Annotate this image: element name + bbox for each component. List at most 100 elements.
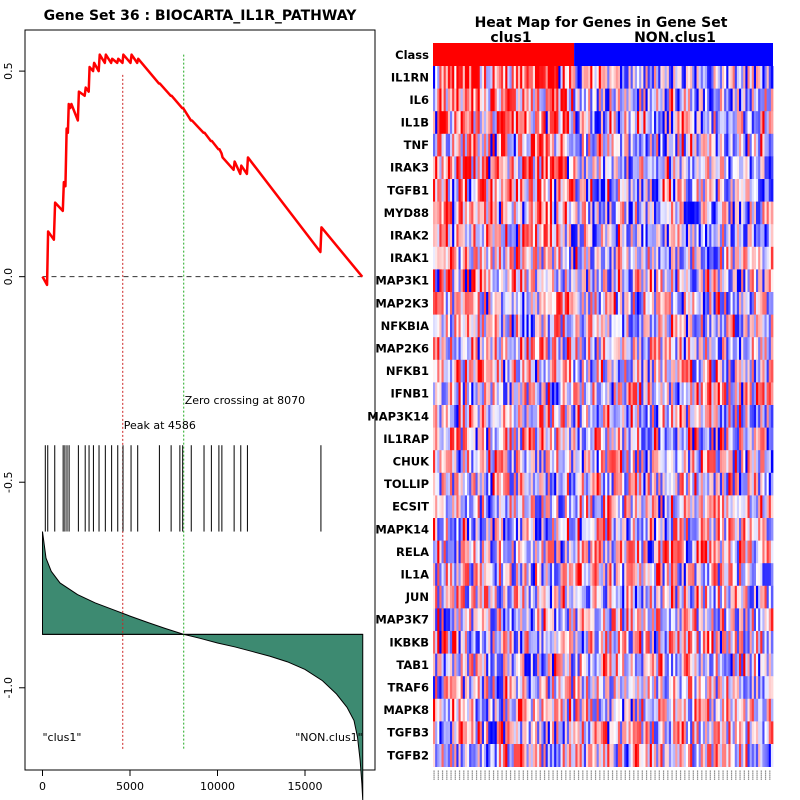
heatmap-cell [743, 585, 746, 609]
heatmap-cell [715, 540, 719, 564]
heatmap-cell [518, 292, 521, 315]
heatmap-cell [518, 653, 521, 677]
heatmap-cell [588, 337, 591, 361]
heatmap-cell [443, 653, 447, 677]
heatmap-cell [643, 269, 646, 293]
heatmap-cell [588, 744, 591, 767]
heatmap-cell [598, 721, 602, 745]
heatmap-cell [579, 472, 583, 496]
heatmap-cell [749, 540, 753, 564]
heatmap-cell [685, 676, 689, 700]
heatmap-cell [702, 246, 706, 270]
heatmap-cell [705, 585, 708, 609]
heatmap-cell [454, 133, 457, 157]
heatmap-cell [526, 314, 530, 338]
heatmap-cell [566, 88, 570, 112]
class-header-label: Class [395, 48, 429, 62]
heatmap-cell [575, 156, 578, 180]
heatmap-cell [632, 337, 636, 361]
heatmap-cell [751, 133, 755, 157]
heatmap-cell [679, 450, 683, 474]
heatmap-cell [753, 653, 757, 677]
heatmap-cell [575, 382, 578, 406]
heatmap-cell [696, 269, 700, 293]
heatmap-cell [560, 653, 564, 677]
heatmap-cell [464, 563, 468, 587]
heatmap-cell [709, 337, 712, 361]
heatmap-cell [569, 156, 572, 180]
heatmap-cell [464, 631, 468, 654]
heatmap-cell [511, 631, 515, 654]
heatmap-cell [768, 608, 772, 632]
heatmap-cell [526, 495, 530, 519]
heatmap-cell [484, 608, 487, 632]
heatmap-cell [734, 111, 738, 135]
heatmap-cell [707, 631, 710, 654]
heatmap-cell [688, 495, 691, 519]
heatmap-cell [562, 608, 566, 632]
class-name-non-clus1: NON.clus1 [634, 30, 716, 46]
heatmap-cell [494, 518, 498, 541]
heatmap-cell [724, 314, 727, 338]
heatmap-cell [596, 450, 600, 474]
heatmap-cell [543, 518, 547, 541]
heatmap-cell [590, 337, 593, 361]
heatmap-cell [762, 246, 765, 270]
heatmap-cell [753, 585, 757, 609]
heatmap-cell [605, 179, 608, 202]
heatmap-cell [577, 269, 581, 293]
heatmap-cell [747, 201, 751, 225]
heatmap-cell [709, 201, 712, 225]
heatmap-cell [435, 518, 438, 541]
heatmap-cell [522, 495, 525, 519]
heatmap-cell [630, 66, 634, 89]
heatmap-cell [583, 540, 587, 564]
heatmap-cell [605, 201, 608, 225]
heatmap-cell [479, 179, 483, 202]
heatmap-cell [579, 133, 583, 157]
heatmap-cell [492, 382, 496, 406]
heatmap-cell [435, 721, 438, 745]
heatmap-cell [730, 156, 734, 180]
heatmap-cell [577, 337, 581, 361]
heatmap-cell [564, 518, 568, 541]
heatmap-cell [547, 698, 551, 722]
heatmap-cell [628, 608, 632, 632]
heatmap-cell [490, 563, 493, 587]
heatmap-cell [481, 359, 485, 383]
heatmap-cell [609, 495, 612, 519]
heatmap-cell [664, 359, 668, 383]
heatmap-cell [615, 540, 619, 564]
heatmap-cell [458, 292, 462, 315]
heatmap-cell [560, 111, 564, 135]
heatmap-cell [700, 201, 704, 225]
heatmap-cell [577, 721, 581, 745]
heatmap-cell [494, 653, 498, 677]
heatmap-cell [575, 653, 578, 677]
heatmap-cell [692, 585, 695, 609]
heatmap-cell [707, 111, 710, 135]
heatmap-cell [609, 698, 612, 722]
heatmap-cell [728, 698, 731, 722]
heatmap-cell [492, 337, 496, 361]
heatmap-cell [528, 721, 532, 745]
heatmap-cell [524, 292, 527, 315]
heatmap-cell [694, 66, 697, 89]
heatmap-cell [520, 427, 523, 451]
heatmap-cell [736, 653, 740, 677]
heatmap-cell [577, 382, 581, 406]
heatmap-cell [554, 156, 557, 180]
heatmap-cell [545, 292, 549, 315]
heatmap-cell [639, 450, 642, 474]
heatmap-cell [560, 450, 564, 474]
heatmap-cell [443, 563, 447, 587]
heatmap-cell [768, 156, 772, 180]
heatmap-cell [664, 88, 668, 112]
heatmap-cell [549, 472, 553, 496]
heatmap-cell [756, 179, 759, 202]
heatmap-cell [762, 631, 765, 654]
heatmap-cell [528, 563, 532, 587]
heatmap-cell [683, 314, 687, 338]
heatmap-cell [490, 359, 493, 383]
heatmap-cell [541, 450, 544, 474]
